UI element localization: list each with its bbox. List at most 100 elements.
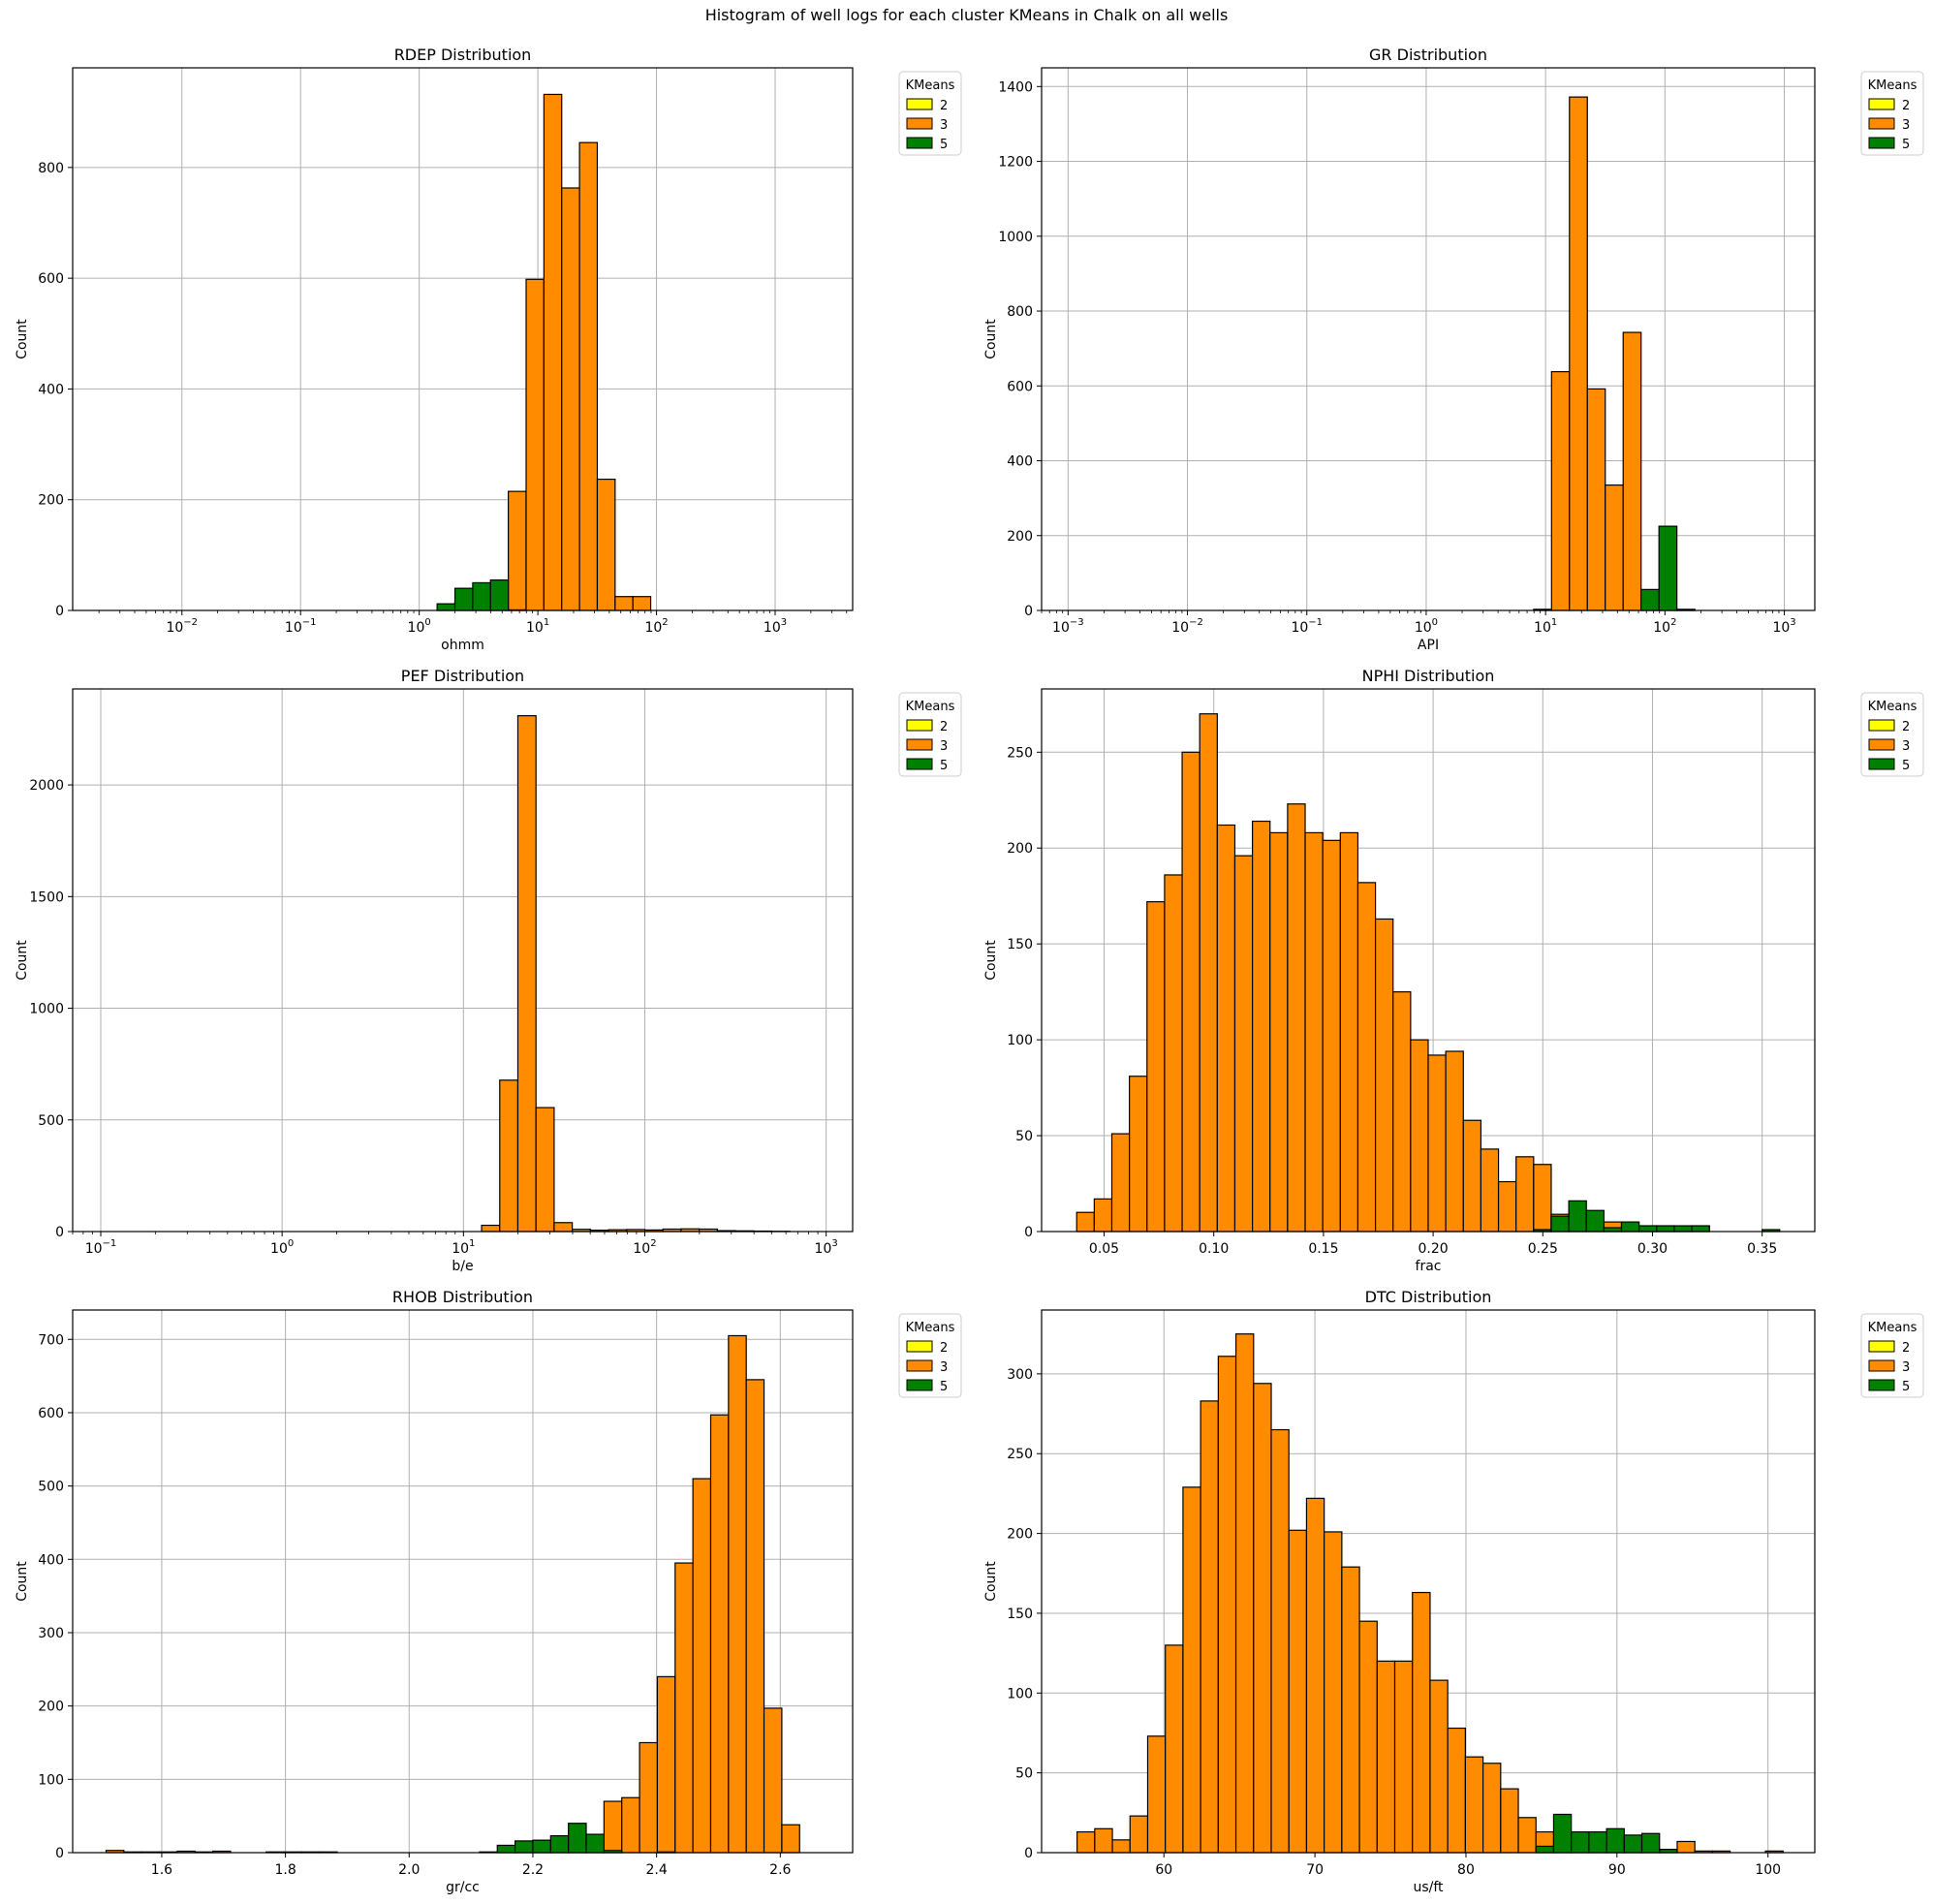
bar-cluster-3	[1586, 388, 1606, 611]
legend-swatch-3	[1868, 117, 1895, 130]
bar-cluster-3	[1182, 1486, 1201, 1854]
subplot-pef: 10−1 100 101 102 103 0 500 1000 1500 2000 PEF Dist…	[15, 667, 962, 1274]
x-tick-label: 103	[815, 1238, 838, 1257]
axes-frame	[1041, 67, 1816, 611]
y-tick-label: 500	[38, 1480, 64, 1495]
bar-cluster-3	[781, 1824, 800, 1854]
legend-box	[898, 692, 962, 777]
y-tick-label: 800	[1007, 304, 1033, 320]
legend-label-2: 2	[940, 1341, 948, 1356]
bar-cluster-5	[489, 578, 510, 611]
legend-swatch-5	[906, 137, 933, 149]
legend-box	[898, 1313, 962, 1398]
subplot-rhob: 1.6 1.8 2.0 2.2 2.4 2.6 0 100 200 300 400 500 600 700…	[15, 1288, 962, 1895]
legend-label-5: 5	[940, 138, 948, 152]
x-tick-label: 10−2	[166, 617, 198, 636]
bar-cluster-5	[1623, 1834, 1643, 1854]
bar-cluster-3	[1288, 1529, 1308, 1854]
x-axis-label: frac	[1416, 1259, 1442, 1274]
bar-cluster-3	[1199, 713, 1218, 1233]
x-axis-label: us/ft	[1413, 1880, 1444, 1895]
bar-cluster-5	[514, 1840, 534, 1854]
bar-cluster-5	[1638, 1225, 1658, 1233]
legend-swatch-3	[906, 117, 933, 130]
bar-cluster-5	[1550, 1215, 1570, 1233]
bar-cluster-5	[1535, 1845, 1555, 1854]
figure-title: Histogram of well logs for each cluster …	[704, 6, 1229, 24]
bar-cluster-3	[543, 93, 563, 611]
x-tick-label: 0.35	[1747, 1241, 1777, 1257]
bar-cluster-5	[568, 1823, 587, 1854]
y-tick-label: 600	[1007, 379, 1033, 394]
y-tick-label: 2000	[29, 778, 64, 794]
x-tick-label: 2.6	[769, 1862, 791, 1878]
y-tick-label: 0	[55, 1846, 64, 1861]
x-tick-label: 102	[644, 617, 668, 636]
subplot-title: RDEP Distribution	[394, 46, 532, 64]
y-tick-label: 100	[1007, 1686, 1033, 1701]
bar-cluster-3	[1393, 1660, 1414, 1854]
legend-label-2: 2	[1902, 1341, 1910, 1356]
legend-swatch-5	[1868, 758, 1895, 770]
bar-cluster-3	[1200, 1400, 1219, 1854]
x-tick-label: 100	[408, 617, 431, 636]
y-tick-label: 250	[1007, 745, 1033, 761]
legend-swatch-2	[906, 98, 933, 110]
y-tick-label: 150	[1007, 937, 1033, 952]
bar-cluster-5	[1691, 1225, 1710, 1233]
bar-cluster-3	[674, 1562, 694, 1854]
bar-cluster-3	[1517, 1817, 1537, 1854]
legend-label-5: 5	[1902, 759, 1910, 773]
x-tick-label: 101	[452, 1238, 475, 1257]
bar-cluster-3	[1146, 901, 1166, 1233]
bar-cluster-3	[1341, 1566, 1360, 1854]
bar-cluster-3	[578, 141, 599, 611]
y-tick-label: 0	[55, 604, 64, 619]
legend-swatch-3	[1868, 738, 1895, 751]
bar-cluster-5	[585, 1833, 605, 1854]
legend-swatch-3	[906, 738, 933, 751]
x-tick-label: 100	[1415, 617, 1438, 636]
y-tick-label: 200	[1007, 1527, 1033, 1543]
bar-cluster-3	[1427, 1054, 1447, 1233]
bar-cluster-3	[1287, 803, 1306, 1233]
x-tick-label: 2.4	[646, 1862, 668, 1878]
x-tick-label: 103	[1772, 617, 1795, 636]
legend-swatch-3	[1868, 1359, 1895, 1372]
legend: KMeans 2 3 5	[1860, 692, 1924, 777]
legend: KMeans 2 3 5	[1860, 71, 1924, 156]
axes-frame	[1041, 1309, 1816, 1854]
subplot-title: NPHI Distribution	[1362, 667, 1495, 685]
legend-swatch-5	[906, 1379, 933, 1391]
legend-label-2: 2	[940, 720, 948, 734]
bar-cluster-3	[596, 478, 616, 611]
y-axis-label: Count	[15, 940, 30, 981]
x-tick-label: 10−1	[1291, 617, 1323, 636]
y-tick-label: 150	[1007, 1607, 1033, 1622]
x-tick-label: 2.0	[398, 1862, 420, 1878]
bar-cluster-3	[1217, 1356, 1237, 1854]
y-tick-label: 0	[1024, 1846, 1033, 1861]
y-tick-label: 400	[1007, 454, 1033, 470]
bar-cluster-3	[1304, 831, 1324, 1233]
bar-cluster-3	[1500, 1788, 1519, 1854]
bar-cluster-5	[453, 587, 474, 611]
bar-cluster-3	[1146, 1735, 1167, 1854]
bar-cluster-5	[472, 581, 491, 611]
bar-cluster-3	[1110, 1133, 1131, 1233]
legend-label-3: 3	[1902, 1360, 1910, 1375]
y-tick-label: 300	[1007, 1367, 1033, 1383]
y-tick-label: 50	[1015, 1129, 1033, 1144]
y-axis-label: Count	[15, 1561, 30, 1602]
bar-cluster-5	[1620, 1221, 1640, 1233]
subplot-gr: 10−3 10−2 10−1 100 101 102 103 0 200 400 600 800 100…	[983, 46, 1924, 653]
x-tick-label: 0.25	[1528, 1241, 1558, 1257]
x-tick-label: 80	[1457, 1862, 1475, 1878]
legend-box	[1860, 71, 1924, 156]
bar-cluster-3	[639, 1741, 659, 1854]
legend-swatch-5	[1868, 1379, 1895, 1391]
subplot-nphi: 0.05 0.10 0.15 0.20 0.25 0.30 0.35 0 50 100 150 200…	[983, 667, 1924, 1274]
x-tick-label: 0.20	[1419, 1241, 1449, 1257]
bar-cluster-3	[1429, 1679, 1449, 1854]
